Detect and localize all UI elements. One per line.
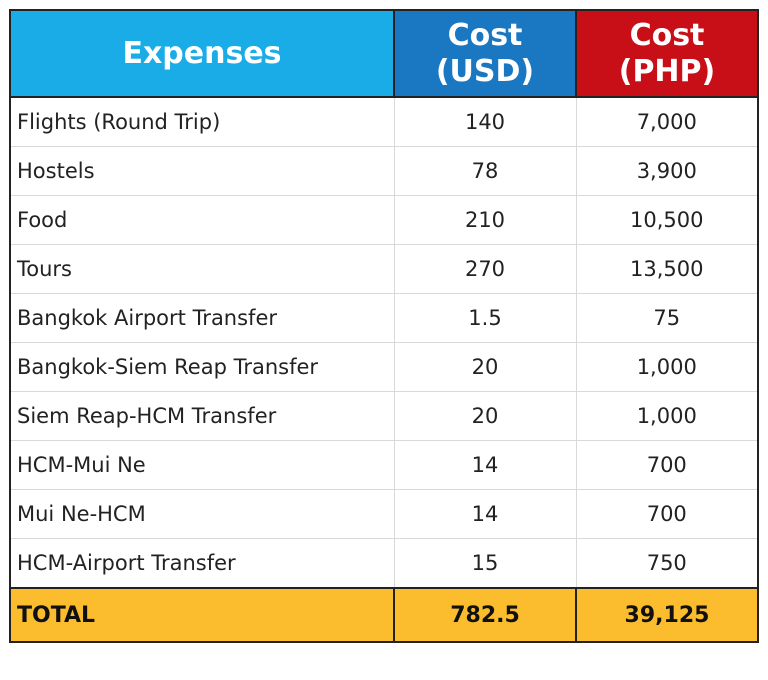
table-row: Bangkok Airport Transfer 1.5 75 — [9, 293, 759, 343]
cost-php-cell: 3,900 — [575, 146, 759, 196]
expense-label: Flights (Round Trip) — [9, 96, 395, 147]
cost-usd-cell: 15 — [393, 538, 577, 589]
expense-label: Siem Reap-HCM Transfer — [9, 391, 395, 441]
expense-label: Food — [9, 195, 395, 245]
expense-label: Tours — [9, 244, 395, 294]
cost-php-cell: 1,000 — [575, 342, 759, 392]
expense-label: HCM-Mui Ne — [9, 440, 395, 490]
expense-label: Mui Ne-HCM — [9, 489, 395, 539]
cost-usd-cell: 78 — [393, 146, 577, 196]
cost-usd-header: Cost (USD) — [393, 9, 577, 98]
cost-php-cell: 700 — [575, 489, 759, 539]
header-row: Expenses Cost (USD) Cost (PHP) — [9, 9, 759, 98]
expenses-header-label: Expenses — [122, 35, 282, 71]
cost-usd-cell: 20 — [393, 342, 577, 392]
table-row: Hostels 78 3,900 — [9, 146, 759, 196]
cost-usd-cell: 140 — [393, 96, 577, 147]
cost-php-header-line2: (PHP) — [618, 53, 716, 89]
cost-php-header: Cost (PHP) — [575, 9, 759, 98]
cost-php-cell: 750 — [575, 538, 759, 589]
table-row: Tours 270 13,500 — [9, 244, 759, 294]
total-php-cell: 39,125 — [575, 587, 759, 643]
cost-usd-cell: 14 — [393, 440, 577, 490]
expense-label: Hostels — [9, 146, 395, 196]
cost-php-cell: 7,000 — [575, 96, 759, 147]
expense-label: Bangkok Airport Transfer — [9, 293, 395, 343]
expense-table: Expenses Cost (USD) Cost (PHP) Flights (… — [9, 9, 759, 643]
table-row: Siem Reap-HCM Transfer 20 1,000 — [9, 391, 759, 441]
cost-usd-cell: 1.5 — [393, 293, 577, 343]
expense-table-container: Expenses Cost (USD) Cost (PHP) Flights (… — [9, 9, 759, 643]
table-row: HCM-Airport Transfer 15 750 — [9, 538, 759, 589]
cost-php-cell: 1,000 — [575, 391, 759, 441]
cost-php-cell: 13,500 — [575, 244, 759, 294]
cost-php-header-line1: Cost — [629, 17, 705, 53]
expenses-header: Expenses — [9, 9, 395, 98]
expense-label: HCM-Airport Transfer — [9, 538, 395, 589]
total-row: TOTAL 782.5 39,125 — [9, 587, 759, 643]
cost-php-cell: 700 — [575, 440, 759, 490]
cost-usd-cell: 20 — [393, 391, 577, 441]
table-row: HCM-Mui Ne 14 700 — [9, 440, 759, 490]
total-label: TOTAL — [9, 587, 395, 643]
cost-usd-header-line1: Cost — [447, 17, 523, 53]
expense-label: Bangkok-Siem Reap Transfer — [9, 342, 395, 392]
cost-usd-header-line2: (USD) — [435, 53, 535, 89]
total-usd-cell: 782.5 — [393, 587, 577, 643]
cost-usd-cell: 14 — [393, 489, 577, 539]
cost-usd-cell: 210 — [393, 195, 577, 245]
table-row: Flights (Round Trip) 140 7,000 — [9, 96, 759, 147]
table-row: Food 210 10,500 — [9, 195, 759, 245]
table-row: Bangkok-Siem Reap Transfer 20 1,000 — [9, 342, 759, 392]
cost-php-cell: 10,500 — [575, 195, 759, 245]
table-row: Mui Ne-HCM 14 700 — [9, 489, 759, 539]
cost-usd-cell: 270 — [393, 244, 577, 294]
cost-php-cell: 75 — [575, 293, 759, 343]
